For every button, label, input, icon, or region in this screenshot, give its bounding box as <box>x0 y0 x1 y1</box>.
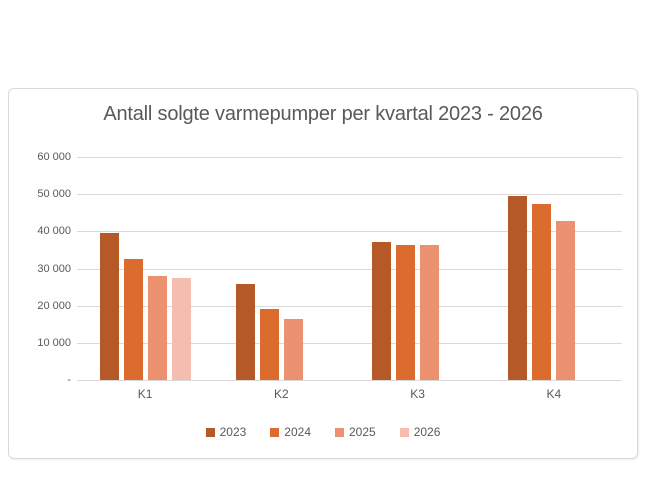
bar-group-K1 <box>77 157 213 380</box>
gridline <box>77 231 622 233</box>
bar-2024-K1 <box>123 259 143 380</box>
y-tick-label: 40 000 <box>37 225 71 238</box>
gridline <box>77 194 622 196</box>
chart-title: Antall solgte varmepumper per kvartal 20… <box>103 103 543 125</box>
bar-group-K3 <box>350 157 486 380</box>
chart-card[interactable]: Antall solgte varmepumper per kvartal 20… <box>8 88 638 459</box>
gridline <box>77 342 622 344</box>
x-axis: K1 K2 K3 K4 <box>77 387 622 401</box>
gridline <box>77 157 622 158</box>
bar-2023-K3 <box>372 242 392 380</box>
legend-swatch-2023 <box>205 427 215 437</box>
bar-group-K2 <box>213 157 349 380</box>
x-tick-label-K2: K2 <box>274 387 289 401</box>
bar-2023-K2 <box>235 284 255 380</box>
y-tick-label: 30 000 <box>37 262 71 275</box>
bar-2025-K1 <box>147 275 167 380</box>
legend-entry-2026: 2026 <box>399 425 441 439</box>
bar-2024-K4 <box>532 203 552 380</box>
legend-entry-2024: 2024 <box>270 425 311 439</box>
y-tick-label: 10 000 <box>37 336 71 349</box>
y-tick-label: 20 000 <box>37 299 71 312</box>
legend-entry-2025: 2025 <box>335 425 376 439</box>
y-tick-label: 60 000 <box>37 151 71 163</box>
legend-entry-2023: 2023 <box>205 425 247 439</box>
bar-2023-K1 <box>99 233 119 380</box>
x-axis-line <box>77 380 622 381</box>
x-tick-label-K4: K4 <box>546 387 562 401</box>
gridline <box>77 268 622 270</box>
bar-2024-K3 <box>396 244 416 380</box>
legend-swatch-2024 <box>270 427 280 437</box>
legend-label-2026: 2026 <box>413 425 441 439</box>
legend-label-2024: 2024 <box>284 425 311 439</box>
bar-2025-K2 <box>283 318 303 380</box>
legend: 2023 2024 2025 2026 <box>9 425 637 439</box>
legend-label-2023: 2023 <box>219 425 247 439</box>
bar-2025-K3 <box>420 244 440 380</box>
bar-2025-K4 <box>556 221 576 380</box>
bar-2024-K2 <box>259 308 279 380</box>
y-axis: 60 000 50 000 40 000 30 000 20 000 10 000 - <box>9 151 71 386</box>
bar-groups <box>77 157 622 380</box>
legend-swatch-2025 <box>335 427 344 437</box>
legend-label-2025: 2025 <box>349 425 376 439</box>
bar-2023-K4 <box>508 196 528 380</box>
y-tick-label: 50 000 <box>37 188 71 201</box>
plot-area <box>77 157 622 381</box>
y-tick-label: - <box>67 374 71 386</box>
x-tick-label-K3: K3 <box>410 387 425 401</box>
bar-group-K4 <box>486 157 622 380</box>
gridline <box>77 305 622 307</box>
bar-2026-K1 <box>171 277 191 380</box>
x-tick-label-K1: K1 <box>137 387 153 401</box>
legend-swatch-2026 <box>399 427 409 437</box>
